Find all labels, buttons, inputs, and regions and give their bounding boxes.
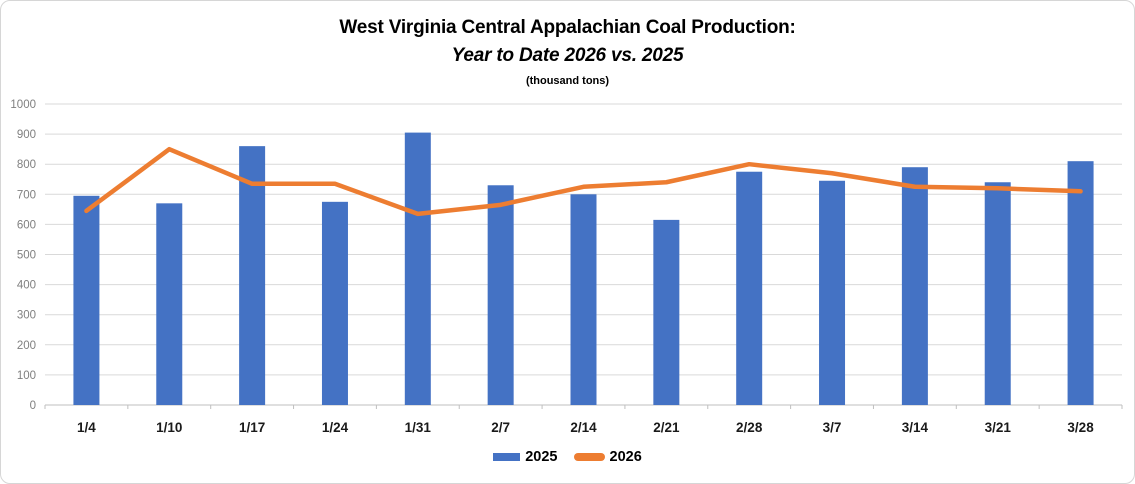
line-2026 — [84, 146, 1083, 217]
legend-item-2026: 2026 — [573, 449, 642, 465]
y-axis-tick-label: 1000 — [10, 99, 36, 111]
bar-2025-2/21 — [653, 219, 680, 405]
legend-label-2026: 2026 — [609, 449, 642, 465]
bar-2025-1/31 — [404, 132, 431, 405]
x-axis-category-label: 1/10 — [156, 420, 182, 435]
y-axis-tick-label: 400 — [17, 280, 36, 292]
x-axis-category-label: 3/21 — [985, 420, 1012, 435]
x-axis-category-label: 2/21 — [653, 420, 680, 435]
x-axis-category-label: 2/28 — [736, 420, 763, 435]
bar-2025-2/28 — [736, 171, 763, 405]
legend-label-2025: 2025 — [525, 449, 558, 465]
legend-line-swatch-icon — [573, 453, 605, 461]
y-axis-tick-label: 200 — [17, 340, 36, 352]
chart-title-line2: Year to Date 2026 vs. 2025 — [451, 45, 684, 66]
y-axis-tick-label: 600 — [17, 219, 36, 231]
chart-title-line1: West Virginia Central Appalachian Coal P… — [339, 17, 796, 38]
bar-2025-3/28 — [1067, 161, 1094, 405]
bar-2025-3/21 — [984, 182, 1011, 405]
legend-item-2025: 2025 — [493, 449, 558, 465]
y-axis-tick-label: 700 — [17, 189, 36, 201]
x-axis-category-label: 1/4 — [77, 420, 96, 435]
x-axis-category-label: 1/24 — [322, 420, 349, 435]
y-axis-tick-label: 500 — [17, 250, 36, 262]
bar-2025-2/7 — [487, 185, 514, 405]
bar-2025-3/7 — [819, 180, 846, 405]
y-axis-tick-label: 800 — [17, 159, 36, 171]
chart-title: West Virginia Central Appalachian Coal P… — [1, 14, 1134, 87]
x-axis-category-label: 3/7 — [823, 420, 842, 435]
bar-2025-2/14 — [570, 194, 597, 405]
bar-2025-1/24 — [321, 201, 348, 405]
x-axis-category-label: 2/7 — [491, 420, 510, 435]
legend: 2025 2026 — [1, 449, 1134, 465]
bar-2025-1/4 — [73, 195, 100, 405]
chart-subtitle-units: (thousand tons) — [525, 75, 610, 87]
x-axis-category-label: 1/31 — [405, 420, 432, 435]
y-axis-tick-label: 100 — [17, 370, 36, 382]
legend-bar-swatch-icon — [493, 453, 521, 461]
x-axis-category-label: 3/14 — [902, 420, 929, 435]
y-axis-tick-label: 300 — [17, 310, 36, 322]
x-axis-category-label: 3/28 — [1067, 420, 1094, 435]
bar-2025-1/10 — [156, 203, 183, 405]
y-axis-tick-label: 900 — [17, 129, 36, 141]
y-axis-tick-label: 0 — [30, 400, 36, 412]
x-axis-category-label: 1/17 — [239, 420, 265, 435]
bar-2025-1/17 — [239, 146, 266, 405]
bar-2025-3/14 — [901, 167, 928, 405]
x-axis-category-label: 2/14 — [570, 420, 597, 435]
